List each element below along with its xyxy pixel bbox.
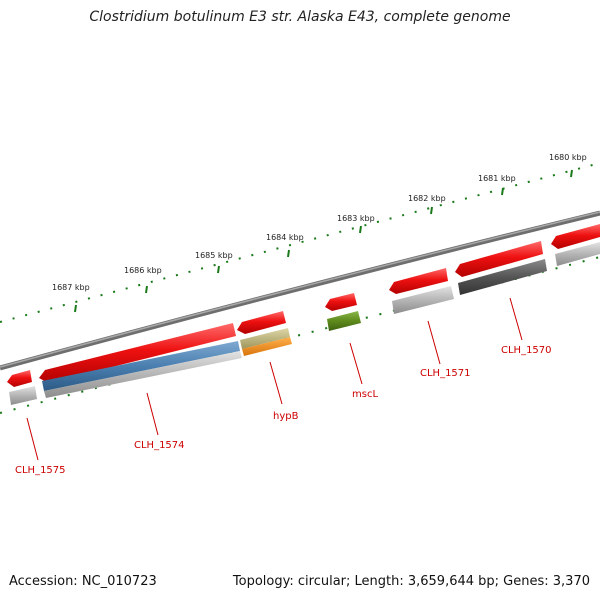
inner-tick-ring — [0, 256, 600, 414]
cds-arrow-mscl — [325, 293, 357, 311]
cds-arrow-clh1575 — [7, 370, 32, 387]
scale-labels: 1680 kbp 1681 kbp 1682 kbp 1683 kbp 1684… — [52, 153, 587, 292]
gene-label: CLH_1571 — [420, 368, 471, 379]
leader-mscl — [349, 342, 363, 385]
feature-gray-clh1574 — [44, 351, 242, 398]
tick-1687 — [74, 304, 77, 313]
scale-major-ticks — [74, 169, 573, 313]
genome-summary: Topology: circular; Length: 3,659,644 bp… — [232, 574, 590, 589]
feature-gray-clh1571 — [392, 286, 454, 314]
kbp-label: 1685 kbp — [195, 251, 233, 260]
gene-label: CLH_1575 — [15, 465, 66, 476]
gene-label: hypB — [273, 411, 299, 422]
feature-tan-hypb — [240, 328, 290, 349]
kbp-label: 1680 kbp — [549, 153, 587, 162]
cds-arrow-clh1574 — [39, 323, 236, 383]
leader-hypb — [269, 361, 283, 405]
kbp-label: 1686 kbp — [124, 266, 162, 275]
cds-arrow-right-edge — [551, 224, 600, 249]
tick-1680 — [570, 169, 573, 178]
cds-arrow-clh1571 — [389, 268, 448, 294]
label-leaders — [26, 297, 523, 461]
tick-1682 — [430, 206, 433, 215]
cds-upper-strand — [7, 224, 600, 387]
map-title: Clostridium botulinum E3 str. Alaska E43… — [89, 9, 511, 25]
feature-blue-clh1574 — [42, 341, 240, 391]
kbp-label: 1683 kbp — [337, 214, 375, 223]
leader-clh1574 — [146, 392, 159, 436]
kbp-label: 1682 kbp — [408, 194, 446, 203]
genome-backbone — [0, 210, 600, 371]
accession-label: Accession: NC_010723 — [9, 574, 157, 589]
leader-clh1571 — [427, 320, 441, 365]
kbp-label: 1687 kbp — [52, 283, 90, 292]
gene-label: CLH_1574 — [134, 440, 185, 451]
cds-arrow-hypb — [237, 311, 286, 334]
kbp-label: 1681 kbp — [478, 174, 516, 183]
tick-1684 — [287, 249, 290, 258]
tick-1683 — [359, 225, 362, 234]
tick-1681 — [501, 187, 504, 196]
feature-green-mscl — [327, 311, 361, 331]
leader-clh1575 — [26, 417, 39, 461]
leader-clh1570 — [509, 297, 523, 341]
feature-orange-hypb — [242, 337, 292, 356]
gene-label: mscL — [352, 389, 378, 400]
kbp-label: 1684 kbp — [266, 233, 304, 242]
features-lower-strand — [9, 242, 600, 405]
tick-1685 — [217, 265, 220, 274]
cds-arrow-clh1570 — [455, 241, 543, 277]
feature-dark-clh1570 — [458, 259, 547, 295]
feature-gray-clh1575 — [9, 386, 37, 405]
gene-label: CLH_1570 — [501, 345, 552, 356]
gene-labels: CLH_1570 CLH_1571 mscL hypB CLH_1574 CLH… — [15, 345, 552, 476]
feature-gray-right-edge — [555, 242, 600, 266]
tick-1686 — [145, 285, 148, 294]
